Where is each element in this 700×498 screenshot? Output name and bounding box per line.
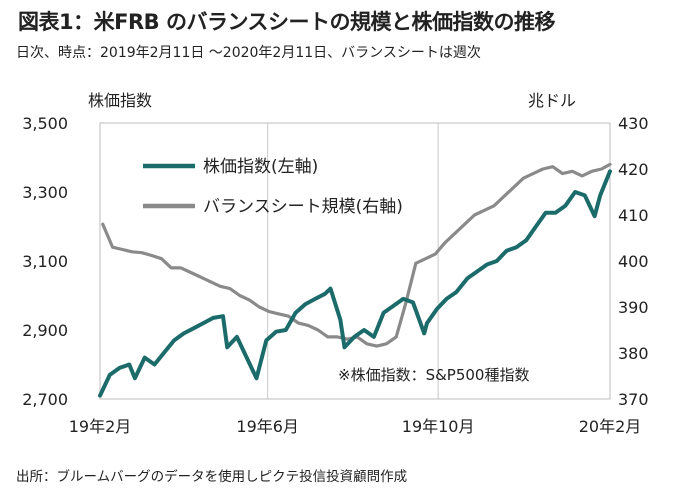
source-note: 出所：ブルームバーグのデータを使用しピクテ投信投資顧問作成 xyxy=(16,469,408,485)
right-axis: 370 380 390 400 410 420 430 xyxy=(618,114,649,409)
left-tick-label: 3,500 xyxy=(22,114,68,133)
left-tick-label: 3,100 xyxy=(22,252,68,271)
right-tick-label: 380 xyxy=(618,344,649,363)
right-tick-label: 400 xyxy=(618,252,649,271)
series-layer xyxy=(98,162,612,398)
stock-index-line xyxy=(98,169,612,398)
right-axis-unit: 兆ドル xyxy=(528,91,576,110)
x-tick-label: 19年10月 xyxy=(402,417,475,436)
right-tick-label: 370 xyxy=(618,390,649,409)
left-tick-label: 3,300 xyxy=(22,183,68,202)
index-note: ※株価指数：S&P500種指数 xyxy=(338,366,529,384)
x-tick-label: 19年2月 xyxy=(69,417,132,436)
right-tick-label: 410 xyxy=(618,206,649,225)
x-tick-label: 19年6月 xyxy=(236,417,299,436)
left-axis-unit: 株価指数 xyxy=(88,91,152,110)
x-axis: 19年2月 19年6月 19年10月 20年2月 xyxy=(69,417,642,436)
left-axis: 2,700 2,900 3,100 3,300 3,500 xyxy=(22,114,68,409)
x-tick-label: 20年2月 xyxy=(579,417,642,436)
right-tick-label: 390 xyxy=(618,298,649,317)
gridlines xyxy=(267,123,439,399)
chart-subtitle: 日次、時点：2019年2月11日 〜2020年2月11日、バランスシートは週次 xyxy=(16,45,481,61)
chart-title: 図表1：米FRB のバランスシートの規模と株価指数の推移 xyxy=(18,10,556,34)
right-tick-label: 420 xyxy=(618,160,649,179)
legend-label-stock: 株価指数(左軸) xyxy=(203,157,318,177)
balance-sheet-line xyxy=(101,162,612,348)
left-tick-label: 2,900 xyxy=(22,321,68,340)
legend: 株価指数(左軸) バランスシート規模(右軸) xyxy=(143,157,403,217)
plot-frame xyxy=(99,122,611,400)
left-tick-label: 2,700 xyxy=(22,390,68,409)
legend-label-balance: バランスシート規模(右軸) xyxy=(203,197,403,217)
right-tick-label: 430 xyxy=(618,114,649,133)
